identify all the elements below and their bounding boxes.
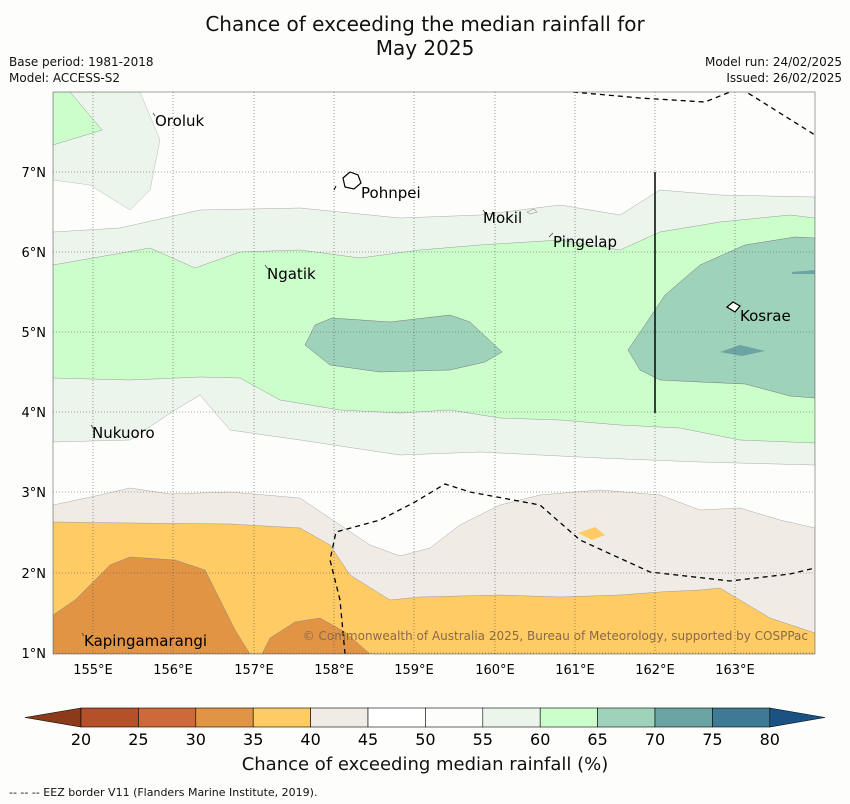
map-frame: [52, 91, 816, 655]
colorbar-title: Chance of exceeding median rainfall (%): [241, 754, 609, 775]
colorbar-swatch: [310, 707, 369, 728]
oroluk-atoll: [152, 112, 156, 117]
place-label-pingelap: Pingelap: [553, 233, 617, 251]
model-run: Model run: 24/02/2025: [704, 55, 842, 69]
colorbar-swatch: [195, 707, 254, 728]
base-period: Base period: 1981-2018: [9, 55, 154, 69]
kosrae-island: [725, 301, 741, 313]
colorbar-tick-label: 45: [358, 730, 378, 749]
colorbar-swatch: [597, 707, 656, 728]
place-label-mokil: Mokil: [483, 209, 522, 227]
map-title: Chance of exceeding the median rainfall …: [0, 12, 850, 60]
lat-tick-label: 2°N: [22, 567, 47, 582]
place-label-ngatik: Ngatik: [267, 265, 316, 283]
colorbar-tick-label: 20: [71, 730, 91, 749]
lat-tick-label: 6°N: [22, 246, 47, 261]
colorbar-swatch: [654, 707, 713, 728]
lat-tick-label: 4°N: [22, 406, 47, 421]
place-label-kosrae: Kosrae: [740, 307, 791, 325]
place-label-kapingamarangi: Kapingamarangi: [84, 632, 207, 650]
colorbar-tick-label: 80: [760, 730, 780, 749]
lon-tick-label: 155°E: [73, 663, 113, 678]
lat-tick-label: 5°N: [22, 326, 47, 341]
colorbar-tick-label: 25: [128, 730, 148, 749]
colorbar-tick-label: 35: [243, 730, 263, 749]
colorbar-swatch: [482, 707, 541, 728]
mokil-atoll: [482, 209, 487, 215]
place-label-nukuoro: Nukuoro: [92, 424, 155, 442]
lon-tick-label: 159°E: [394, 663, 434, 678]
lon-tick-label: 161°E: [555, 663, 595, 678]
region-70-75-edge: [792, 270, 815, 274]
region-65-70-west: [304, 314, 503, 373]
lon-tick-label: 160°E: [475, 663, 515, 678]
colorbar-tick-label: 75: [702, 730, 722, 749]
colorbar-tick-label: 70: [645, 730, 665, 749]
region-70-75-small: [720, 345, 765, 356]
model-name: Model: ACCESS-S2: [9, 71, 121, 85]
eez-footer-note: -- -- -- EEZ border V11 (Flanders Marine…: [9, 786, 318, 799]
region-60-65-north: [53, 92, 103, 146]
colorbar: 20 25 30 35 40 45 50 55 60 65 70 75 80: [24, 707, 826, 749]
meta-left: Base period: 1981-2018 Model: ACCESS-S2: [9, 54, 154, 86]
colorbar-swatch: [712, 707, 771, 728]
colorbar-extend-low: [24, 707, 82, 728]
longitude-labels: 155°E 156°E 157°E 158°E 159°E 160°E 161°E 162°E…: [73, 663, 755, 678]
region-35-40-small: [578, 527, 605, 540]
eez-border-north: [572, 92, 815, 136]
mokil-islet: [526, 208, 538, 215]
place-label-pohnpei: Pohnpei: [361, 184, 421, 202]
colorbar-swatch: [80, 707, 139, 728]
colorbar-swatch: [425, 707, 484, 728]
nukuoro-atoll: [90, 424, 94, 429]
region-30-35-central: [261, 617, 371, 654]
issued-date: Issued: 26/02/2025: [726, 71, 842, 85]
copyright-text: © Commonwealth of Australia 2025, Bureau…: [303, 629, 808, 643]
pohnpei-island: [342, 171, 362, 190]
title-line-2: May 2025: [375, 36, 475, 60]
place-label-oroluk: Oroluk: [155, 112, 204, 130]
lat-tick-label: 7°N: [22, 166, 47, 181]
meta-right: Model run: 24/02/2025 Issued: 26/02/2025: [705, 54, 842, 86]
colorbar-swatch: [539, 707, 598, 728]
ngatik-atoll: [264, 264, 269, 270]
map-plot-area: Oroluk Pohnpei Mokil Pingelap Ngatik Kos…: [53, 92, 815, 654]
colorbar-tick-label: 60: [530, 730, 550, 749]
colorbar-swatch: [252, 707, 311, 728]
colorbar-swatch: [367, 707, 426, 728]
region-65-70-east: [627, 236, 815, 399]
colorbar-tick-label: 40: [300, 730, 320, 749]
lat-tick-label: 1°N: [22, 647, 47, 662]
lon-tick-label: 162°E: [635, 663, 675, 678]
colorbar-tick-label: 50: [415, 730, 435, 749]
lon-tick-label: 156°E: [153, 663, 193, 678]
lon-tick-label: 157°E: [234, 663, 274, 678]
colorbar-tick-label: 55: [473, 730, 493, 749]
region-35-40: [53, 521, 815, 654]
region-30-35-west: [53, 556, 251, 654]
colorbar-swatch: [138, 707, 197, 728]
lon-tick-label: 163°E: [715, 663, 755, 678]
pohnpei-islet: [333, 185, 337, 191]
eez-border-south: [329, 483, 815, 654]
lon-tick-label: 158°E: [314, 663, 354, 678]
colorbar-extend-high: [769, 707, 826, 728]
colorbar-tick-label: 30: [186, 730, 206, 749]
pingelap-atoll: [548, 232, 554, 238]
latitude-labels: 7°N 6°N 5°N 4°N 3°N 2°N 1°N: [22, 166, 47, 662]
colorbar-tick-label: 65: [587, 730, 607, 749]
title-line-1: Chance of exceeding the median rainfall …: [205, 12, 645, 36]
lat-tick-label: 3°N: [22, 486, 47, 501]
kapingamarangi-atoll: [81, 632, 85, 637]
